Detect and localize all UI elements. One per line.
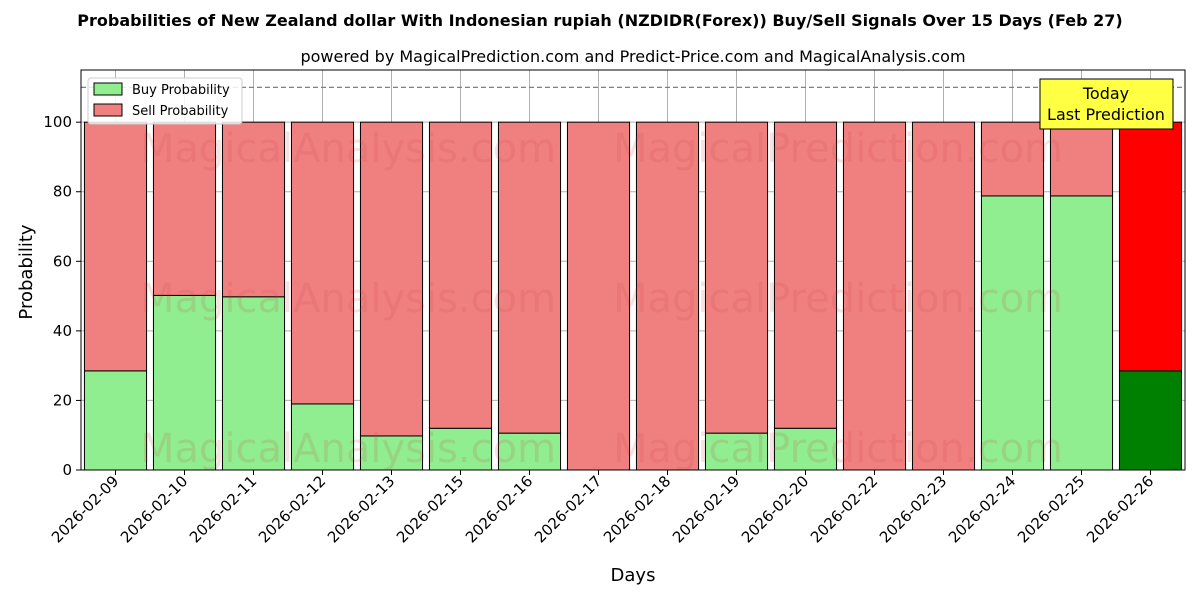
- bar-sell: [566, 121, 631, 471]
- x-tick-label: 2026-02-12: [255, 472, 329, 546]
- bar-buy: [428, 427, 493, 471]
- bar-sell: [290, 121, 355, 405]
- watermark: MagicalPrediction.com: [613, 426, 1063, 472]
- bar-buy: [1049, 195, 1114, 471]
- watermark: MagicalPrediction.com: [613, 126, 1063, 172]
- bar-sell: [980, 121, 1045, 197]
- legend-label-sell: Sell Probability: [132, 104, 229, 119]
- legend-swatch-buy: [93, 82, 123, 96]
- x-tick-label: 2026-02-15: [393, 472, 467, 546]
- legend-box: [87, 77, 243, 125]
- x-tick-label: 2026-02-10: [117, 472, 191, 546]
- y-tick-label: 80: [53, 183, 72, 201]
- bar-buy: [221, 296, 286, 471]
- y-tick-label: 20: [53, 391, 72, 409]
- x-tick-label: 2026-02-09: [48, 472, 122, 546]
- bar-sell: [428, 121, 493, 429]
- watermark: MagicalAnalysis.com: [140, 126, 556, 172]
- watermark: MagicalPrediction.com: [613, 276, 1063, 322]
- bar-buy: [980, 195, 1045, 471]
- legend-swatch-sell: [93, 103, 123, 117]
- chart-subtitle: powered by MagicalPrediction.com and Pre…: [300, 47, 965, 66]
- annotation-line-1: Today: [1082, 84, 1129, 103]
- bar-sell: [635, 121, 700, 471]
- bar-buy: [1118, 370, 1183, 471]
- chart-title: Probabilities of New Zealand dollar With…: [77, 11, 1122, 30]
- x-tick-label: 2026-02-13: [324, 472, 398, 546]
- x-tick-label: 2026-02-26: [1083, 472, 1157, 546]
- x-tick-label: 2026-02-16: [462, 472, 536, 546]
- x-tick-label: 2026-02-25: [1014, 472, 1088, 546]
- x-tick-label: 2026-02-17: [531, 472, 605, 546]
- x-tick-label: 2026-02-19: [669, 472, 743, 546]
- bar-sell: [773, 121, 838, 429]
- annotation-line-2: Last Prediction: [1047, 105, 1165, 124]
- bar-buy: [359, 435, 424, 471]
- bar-sell: [497, 121, 562, 434]
- x-tick-label: 2026-02-18: [600, 472, 674, 546]
- bar-sell: [704, 121, 769, 434]
- today-annotation: Today Last Prediction: [1039, 78, 1174, 130]
- y-tick-label: 100: [43, 113, 72, 131]
- y-tick-label: 60: [53, 252, 72, 270]
- bar-buy: [290, 403, 355, 471]
- plot-area: [80, 69, 1186, 471]
- y-tick-label: 0: [62, 461, 72, 479]
- bar-buy: [152, 294, 217, 471]
- bar-sell: [1118, 121, 1183, 372]
- x-tick-label: 2026-02-23: [876, 472, 950, 546]
- x-tick-label: 2026-02-24: [945, 472, 1019, 546]
- watermark: MagicalAnalysis.com: [140, 426, 556, 472]
- legend: Buy Probability Sell Probability: [87, 77, 243, 125]
- bar-sell: [221, 121, 286, 298]
- bars: [83, 121, 1183, 471]
- bar-sell: [359, 121, 424, 437]
- y-axis: 0 20 40 60 80 100: [43, 113, 81, 479]
- watermark: MagicalAnalysis.com: [140, 276, 556, 322]
- x-axis-label: Days: [611, 565, 656, 586]
- bar-sell: [1049, 121, 1114, 197]
- bar-buy: [83, 370, 148, 471]
- legend-label-buy: Buy Probability: [132, 83, 230, 98]
- x-tick-label: 2026-02-20: [738, 472, 812, 546]
- bar-sell: [83, 121, 148, 372]
- y-tick-label: 40: [53, 322, 72, 340]
- x-tick-label: 2026-02-22: [807, 472, 881, 546]
- x-axis: 2026-02-092026-02-102026-02-112026-02-12…: [48, 470, 1157, 546]
- x-tick-label: 2026-02-11: [186, 472, 260, 546]
- bar-sell: [911, 121, 976, 471]
- bar-sell: [842, 121, 907, 471]
- watermarks: MagicalAnalysis.com MagicalPrediction.com…: [140, 126, 1063, 472]
- annotation-box: [1039, 78, 1174, 130]
- y-axis-label: Probability: [16, 224, 37, 319]
- bar-buy: [704, 432, 769, 471]
- bar-buy: [497, 432, 562, 471]
- bar-buy: [773, 427, 838, 471]
